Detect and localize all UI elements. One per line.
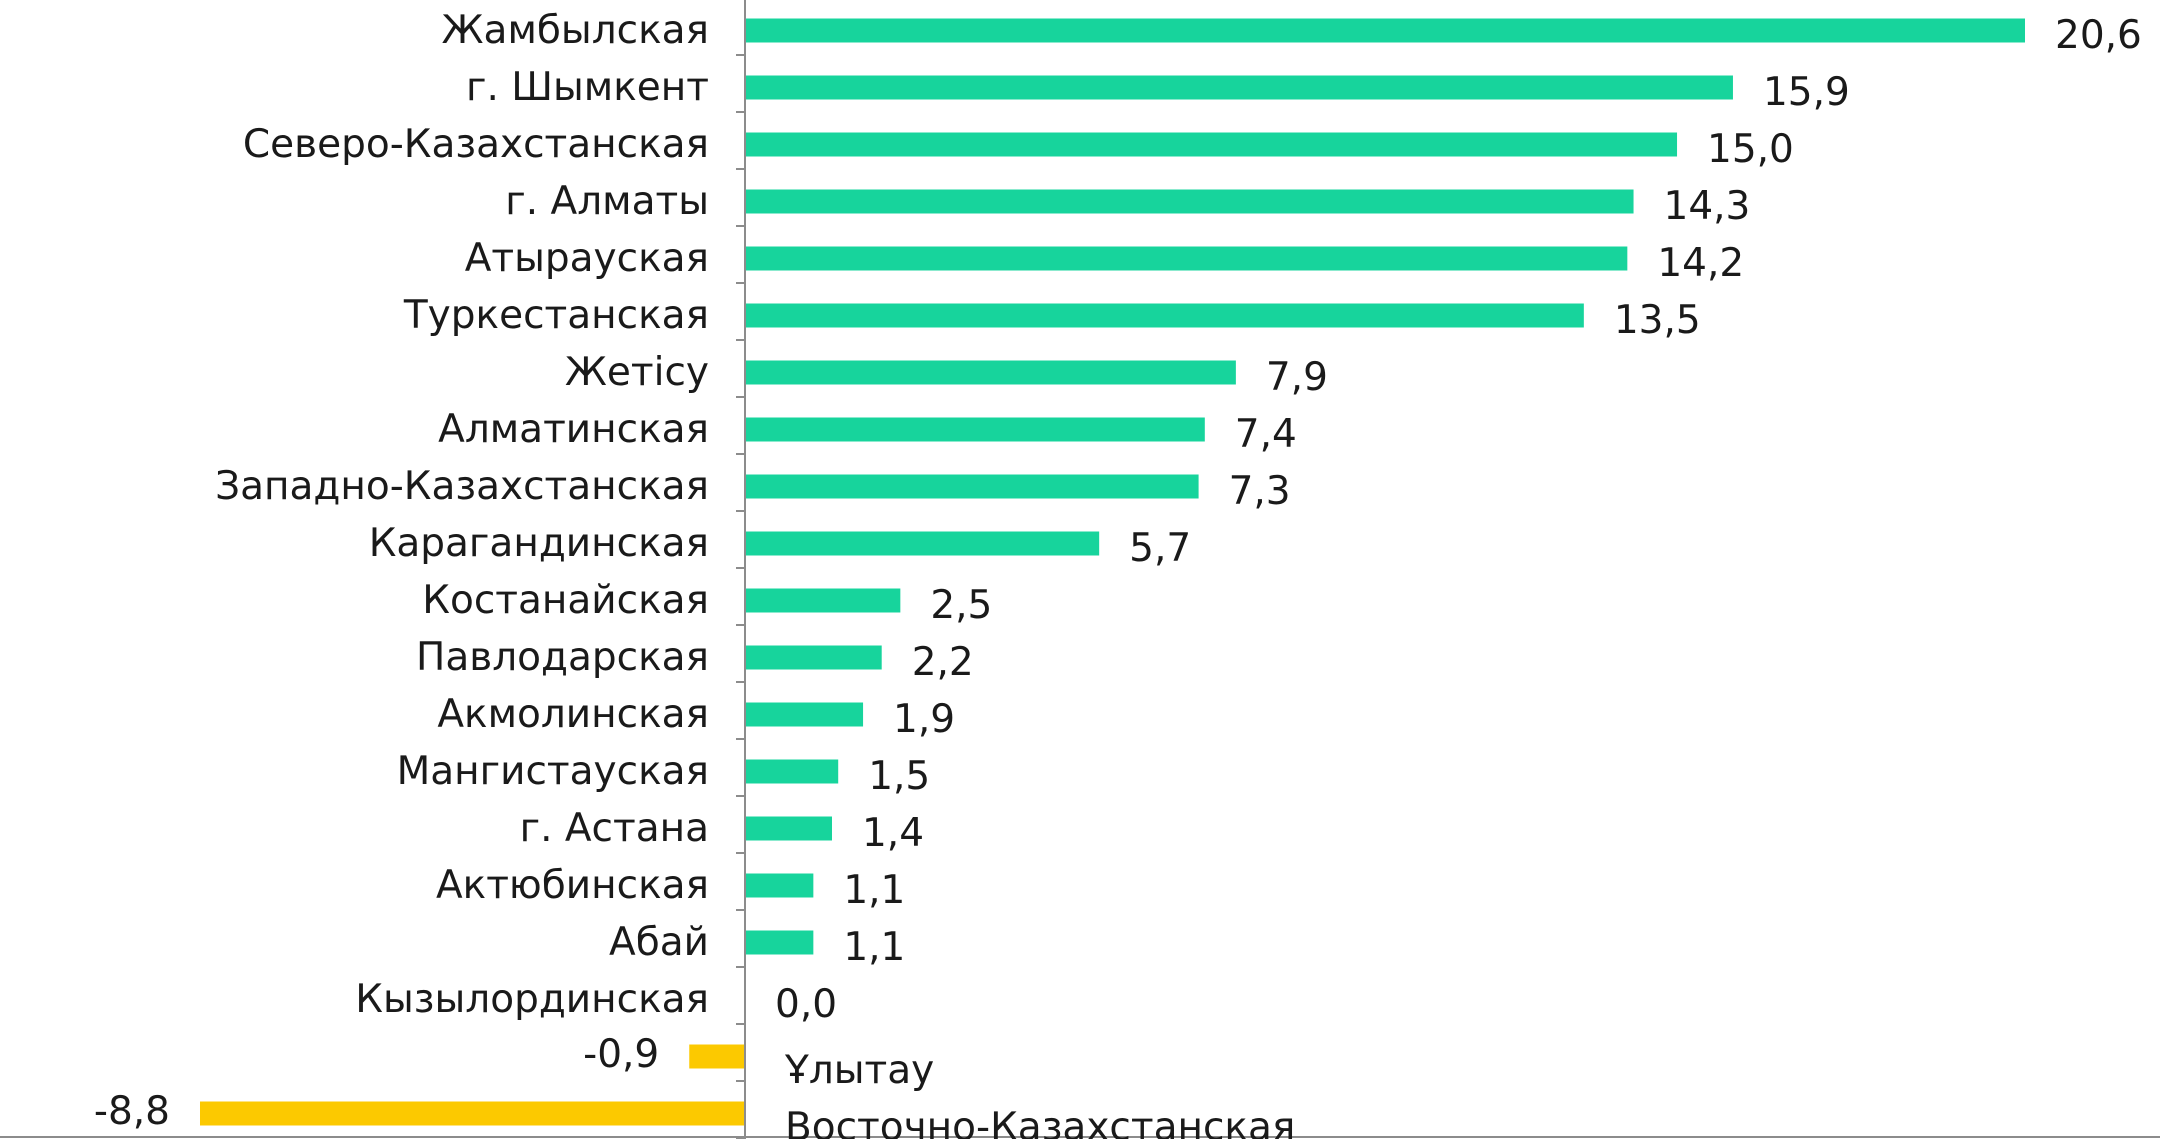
bar — [745, 189, 1634, 214]
category-label: Ұлытау — [784, 1048, 934, 1093]
category-label: г. Шымкент — [466, 65, 709, 110]
value-label: 14,2 — [1657, 241, 1744, 286]
category-label: г. Алматы — [505, 179, 709, 224]
value-label: 15,9 — [1763, 70, 1850, 115]
value-label: 1,1 — [843, 868, 905, 913]
value-label: -0,9 — [583, 1032, 659, 1077]
category-label: Атырауская — [465, 236, 709, 281]
category-label: Карагандинская — [369, 521, 709, 566]
bar — [745, 531, 1100, 556]
bar — [745, 303, 1584, 328]
category-label: Западно-Казахстанская — [215, 464, 709, 509]
category-label: Восточно-Казахстанская — [785, 1105, 1295, 1139]
bar — [745, 474, 1199, 499]
category-label: Павлодарская — [416, 635, 709, 680]
category-label: Алматинская — [438, 407, 709, 452]
bar — [745, 702, 864, 727]
category-label: г. Астана — [520, 806, 709, 851]
bar — [745, 360, 1236, 385]
bar — [689, 1044, 745, 1069]
bar — [745, 417, 1205, 442]
labels-layer: Жамбылская 20,6 г. Шымкент 15,9 Северо-Казах… — [94, 8, 2142, 1139]
bar — [745, 930, 814, 955]
bar — [200, 1101, 745, 1126]
value-label: 5,7 — [1129, 526, 1191, 571]
value-label: 1,9 — [893, 697, 955, 742]
category-label: Жамбылская — [442, 8, 709, 53]
category-label: Мангистауская — [397, 749, 709, 794]
category-label: Костанайская — [422, 578, 709, 623]
value-label: 15,0 — [1707, 127, 1794, 172]
value-label: 0,0 — [775, 982, 837, 1027]
value-label: 7,3 — [1229, 469, 1291, 514]
bar — [745, 18, 2025, 43]
value-label: 7,4 — [1235, 412, 1297, 457]
bar — [745, 588, 901, 613]
bar — [745, 873, 814, 898]
value-label: 2,2 — [912, 640, 974, 685]
bar — [745, 132, 1678, 157]
bars-layer — [200, 18, 2025, 1126]
value-label: 1,5 — [868, 754, 930, 799]
value-label: 14,3 — [1664, 184, 1751, 229]
category-label: Туркестанская — [403, 293, 709, 338]
category-label: Акмолинская — [437, 692, 709, 737]
category-label: Абай — [609, 920, 709, 965]
value-label: -8,8 — [94, 1089, 170, 1134]
bar — [745, 816, 832, 841]
bar — [745, 75, 1733, 100]
bar — [745, 759, 839, 784]
bar — [745, 645, 882, 670]
value-label: 7,9 — [1266, 355, 1328, 400]
value-label: 20,6 — [2055, 13, 2142, 58]
bar — [745, 246, 1628, 271]
category-label: Кызылординская — [355, 977, 709, 1022]
value-label: 13,5 — [1614, 298, 1701, 343]
category-label: Актюбинская — [436, 863, 709, 908]
category-label: Жетісу — [565, 350, 709, 395]
category-label: Северо-Казахстанская — [243, 122, 709, 167]
value-label: 1,4 — [862, 811, 924, 856]
value-label: 2,5 — [930, 583, 992, 628]
value-label: 1,1 — [843, 925, 905, 970]
